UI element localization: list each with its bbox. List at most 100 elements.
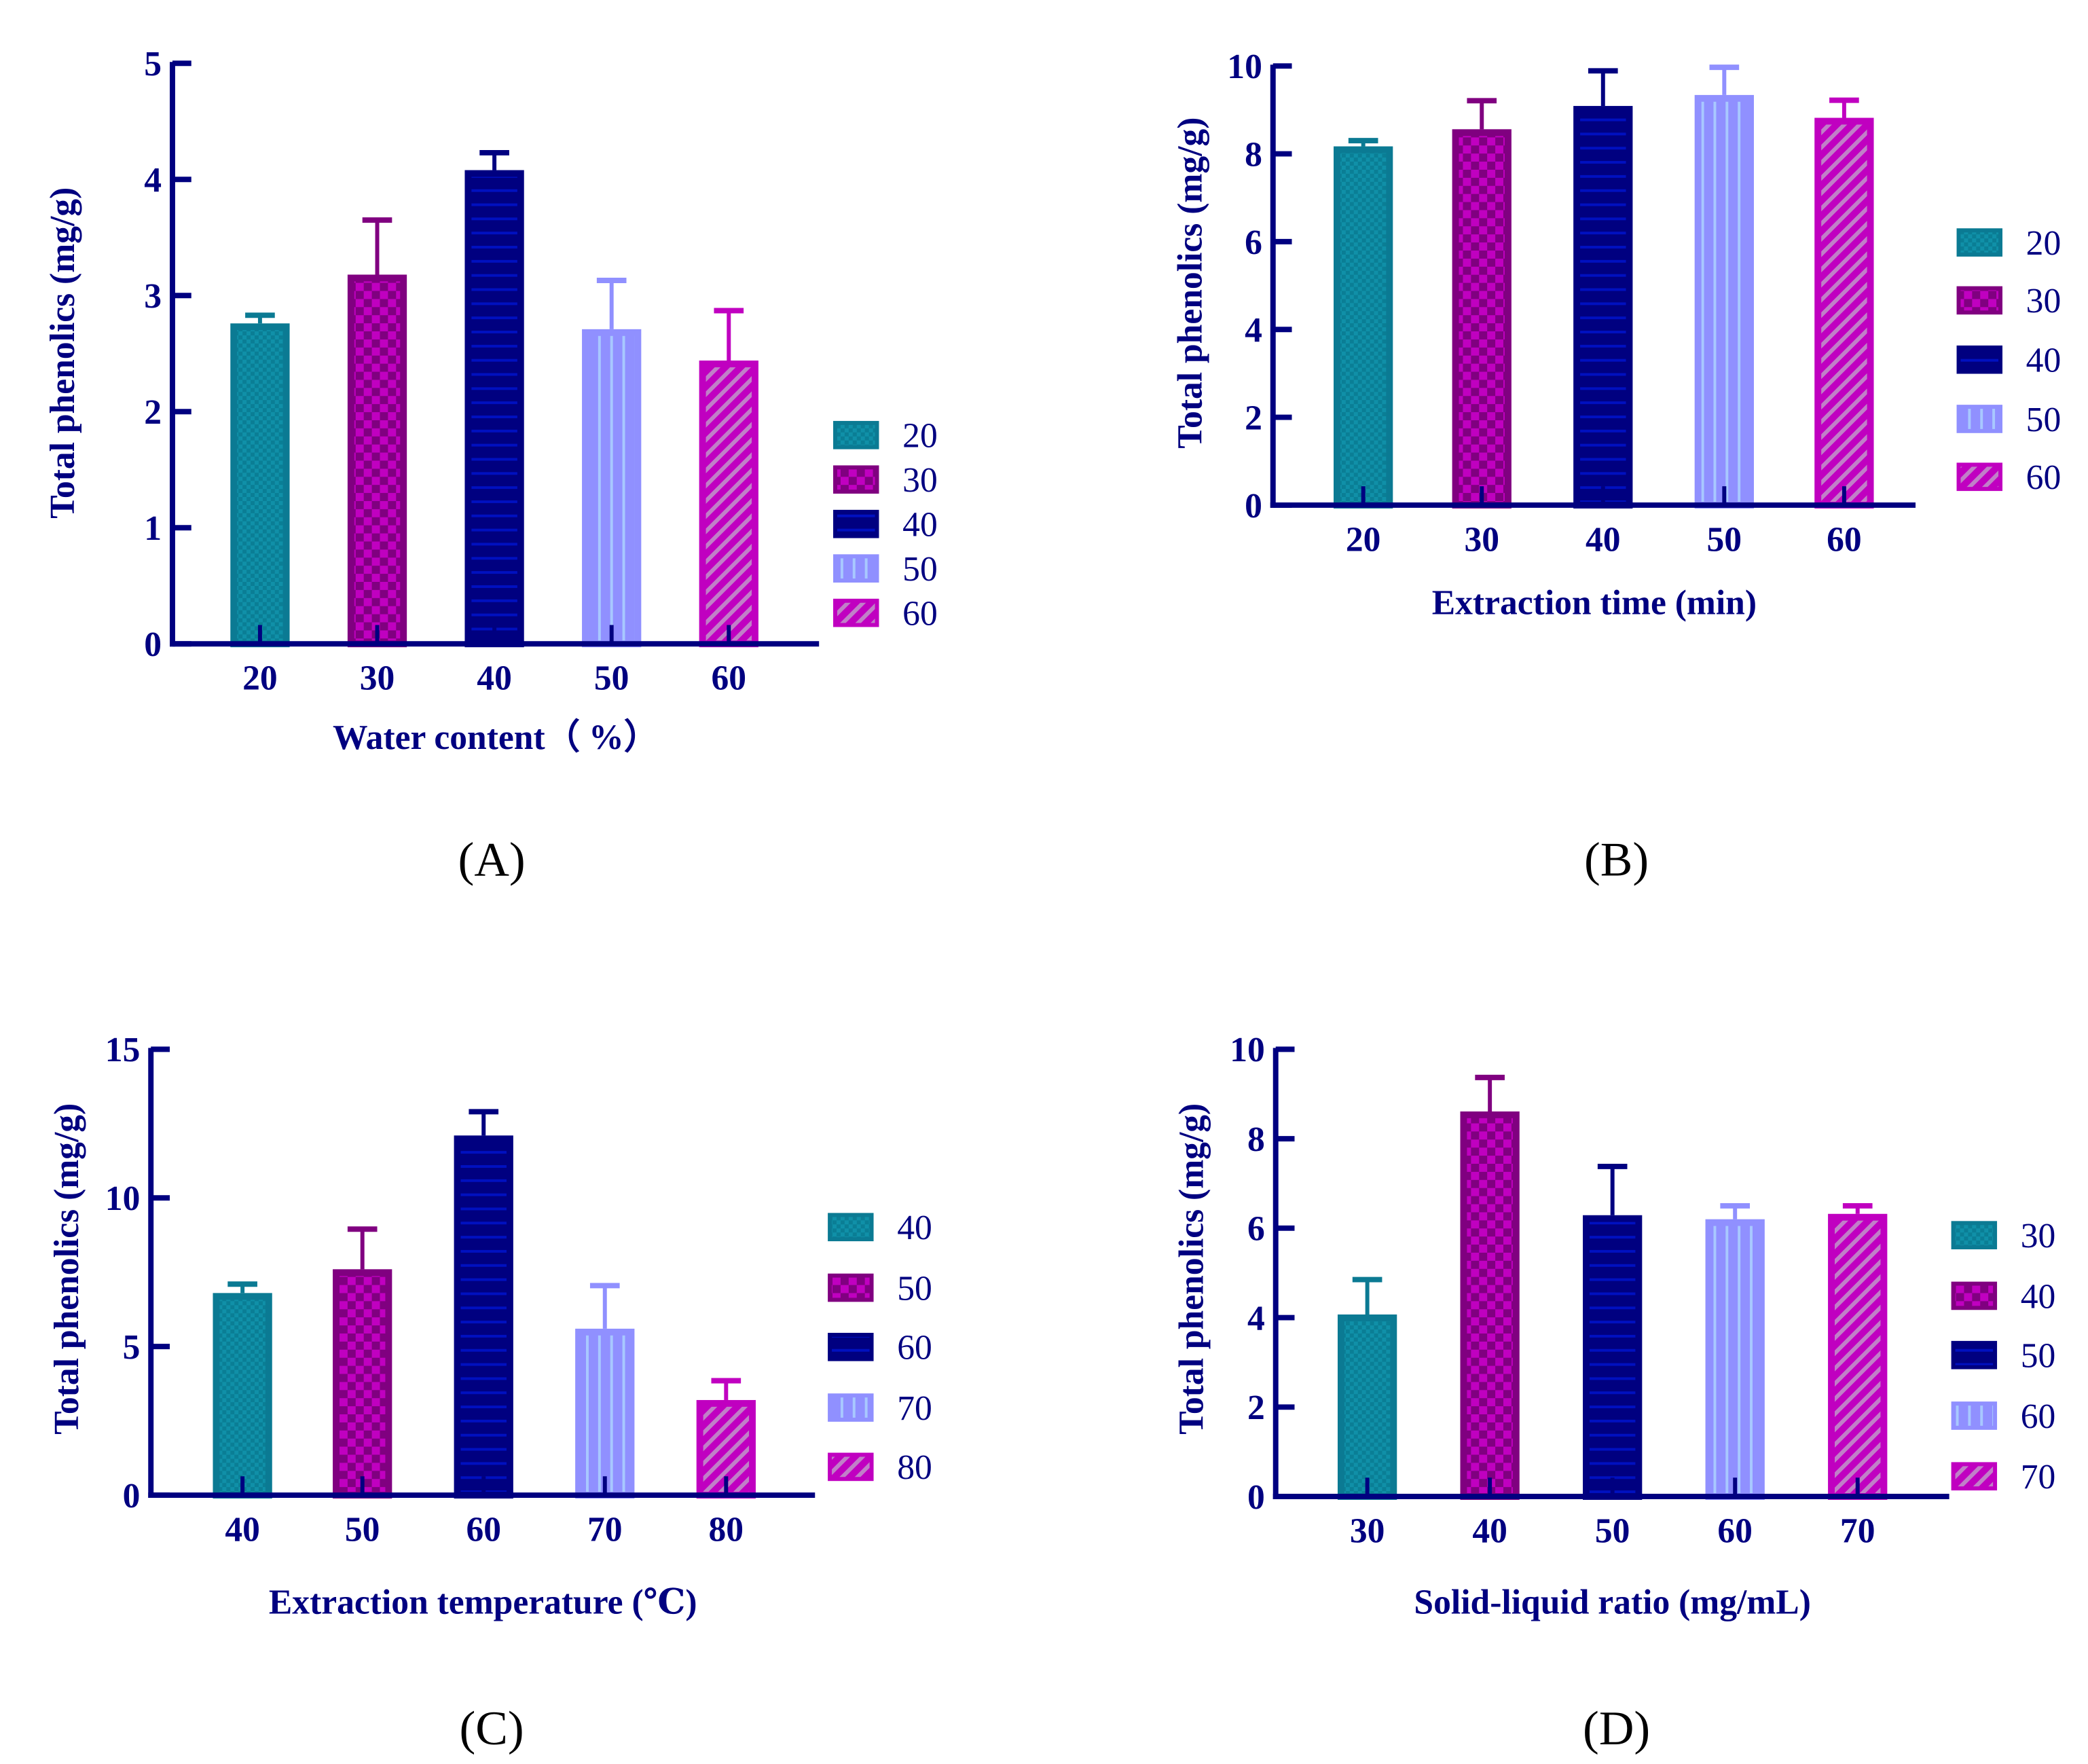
y-tick-label: 10: [105, 1179, 141, 1218]
y-axis-label: Total phenolics (mg/g): [1173, 1103, 1211, 1435]
legend-label: 50: [902, 550, 938, 589]
bar-30: [1452, 129, 1512, 509]
y-tick-label: 4: [1247, 1299, 1265, 1338]
x-tick-label: 60: [1717, 1511, 1753, 1550]
x-tick-label: 50: [1707, 520, 1742, 559]
legend-label: 50: [2021, 1337, 2056, 1376]
legend-label: 40: [897, 1209, 932, 1247]
bar-50: [1583, 1215, 1643, 1500]
legend-swatch: [833, 420, 879, 449]
legend-label: 30: [2026, 282, 2062, 320]
y-tick-label: 8: [1247, 1120, 1265, 1159]
y-tick-label: 2: [144, 393, 162, 432]
x-tick-label: 40: [1472, 1511, 1507, 1550]
legend-label: 20: [902, 417, 938, 456]
bar-60: [699, 361, 758, 648]
y-axis-label: Total phenolics (mg/g): [1171, 117, 1210, 449]
y-tick-label: 5: [123, 1328, 141, 1367]
x-tick-label: 40: [477, 659, 512, 698]
y-tick-label: 0: [1247, 1478, 1265, 1517]
panel-label: (B): [1584, 832, 1649, 886]
y-tick-label: 2: [1245, 399, 1262, 437]
bar-40: [213, 1293, 272, 1499]
legend-label: 60: [2021, 1397, 2056, 1436]
legend-swatch: [1956, 228, 2002, 257]
legend-swatch: [828, 1332, 874, 1361]
chart-panel-c: 40 50 60 70 80 0 5 10 15 Extraction temperature (…: [48, 1031, 932, 1755]
legend-label: 60: [897, 1329, 932, 1367]
legend-swatch: [1956, 286, 2002, 315]
legend-swatch: [833, 509, 879, 538]
y-axis-label: Total phenolics (mg/g): [48, 1103, 86, 1435]
legend-label: 50: [2026, 401, 2062, 439]
panel-label: (A): [458, 832, 526, 886]
legend-label: 60: [902, 594, 938, 633]
panel-label: (D): [1583, 1702, 1650, 1755]
legend-swatch: [833, 598, 879, 627]
legend-label: 40: [902, 506, 938, 545]
bar-50: [582, 329, 642, 648]
chart-panel-a: 20 30 40 50 60 0 1 2 3 4 5 Water content（ %） Total p…: [43, 45, 938, 886]
bar-60: [1705, 1219, 1765, 1500]
y-tick-label: 0: [144, 625, 162, 664]
x-axis-label: Water content（ %）: [333, 718, 659, 757]
y-tick-label: 2: [1247, 1389, 1265, 1427]
legend-label: 80: [897, 1448, 932, 1487]
y-tick-label: 3: [144, 277, 162, 316]
legend-label: 60: [2026, 458, 2062, 497]
x-tick-label: 30: [1464, 520, 1499, 559]
bar-50: [1694, 94, 1754, 509]
x-axis-label: Solid-liquid ratio (mg/mL): [1414, 1583, 1810, 1622]
legend-swatch: [1956, 345, 2002, 374]
legend-swatch: [1956, 405, 2002, 433]
legend-label: 30: [2021, 1217, 2056, 1255]
x-tick-label: 70: [587, 1510, 623, 1549]
x-axis-label: Extraction temperature (℃): [269, 1583, 697, 1622]
chart-panel-b: 20 30 40 50 60 0 2 4 6 8 10 Extraction time (min) To…: [1171, 48, 2062, 886]
legend-label: 70: [897, 1389, 932, 1428]
legend-swatch: [833, 554, 879, 583]
y-tick-label: 5: [144, 45, 162, 84]
x-tick-label: 60: [712, 659, 747, 698]
legend-label: 50: [897, 1269, 932, 1308]
y-tick-label: 15: [105, 1031, 141, 1069]
x-tick-label: 80: [709, 1510, 744, 1549]
bar-30: [347, 274, 407, 648]
legend-swatch: [828, 1393, 874, 1422]
legend-swatch: [828, 1213, 874, 1242]
y-tick-label: 10: [1230, 1031, 1265, 1069]
x-tick-label: 30: [360, 659, 395, 698]
y-tick-label: 4: [1245, 311, 1262, 350]
legend-label: 30: [902, 461, 938, 500]
bar-50: [333, 1269, 392, 1499]
bar-40: [1573, 106, 1633, 509]
legend-swatch: [1956, 462, 2002, 492]
x-tick-label: 30: [1350, 1511, 1385, 1550]
panel-label: (C): [460, 1702, 524, 1755]
x-axis-label: Extraction time (min): [1432, 584, 1757, 623]
x-tick-label: 60: [1827, 520, 1862, 559]
legend-label: 20: [2026, 224, 2062, 263]
x-tick-label: 20: [242, 659, 278, 698]
legend-swatch: [1951, 1221, 1998, 1249]
legend-label: 40: [2026, 342, 2062, 380]
y-axis-label: Total phenolics (mg/g): [43, 187, 82, 519]
x-tick-label: 60: [466, 1510, 501, 1549]
y-tick-label: 0: [1245, 487, 1262, 526]
x-tick-label: 50: [594, 659, 629, 698]
y-tick-label: 8: [1245, 135, 1262, 174]
chart-panel-d: 30 40 50 60 70 0 2 4 6 8 10 Solid-liquid ratio (mg/…: [1173, 1031, 2056, 1755]
bar-60: [454, 1135, 513, 1499]
legend-swatch: [828, 1273, 874, 1302]
x-tick-label: 50: [345, 1510, 380, 1549]
x-tick-label: 70: [1840, 1511, 1875, 1550]
legend-label: 70: [2021, 1458, 2056, 1496]
y-tick-label: 1: [144, 509, 162, 548]
y-tick-label: 10: [1227, 48, 1262, 86]
legend-swatch: [828, 1452, 874, 1482]
bar-40: [464, 170, 524, 648]
y-tick-label: 6: [1247, 1210, 1265, 1249]
x-tick-label: 40: [225, 1510, 260, 1549]
legend-swatch: [1951, 1401, 1998, 1430]
